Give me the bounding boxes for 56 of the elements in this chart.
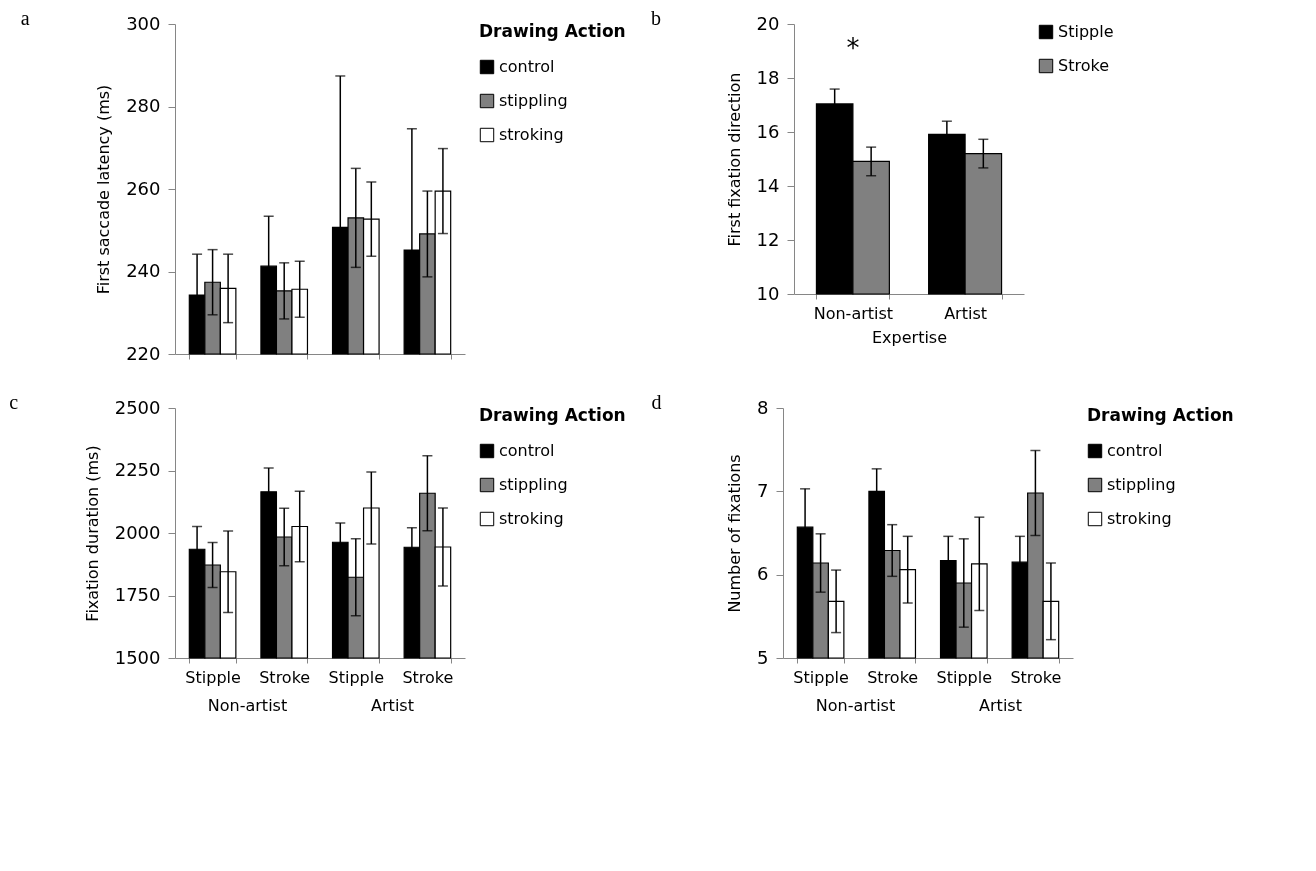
y-axis-title: First fixation direction bbox=[724, 72, 744, 247]
legend-label: Stipple bbox=[1058, 22, 1114, 41]
legend-title: Drawing Action bbox=[1087, 405, 1234, 425]
x-tick-label: Stipple bbox=[936, 667, 993, 687]
legend-label: control bbox=[499, 441, 555, 460]
x-tick-label: Stroke bbox=[1010, 667, 1062, 687]
text: Non-artist bbox=[207, 696, 288, 715]
x-axis-title: Expertise bbox=[871, 327, 948, 347]
y-tick-label: 260 bbox=[126, 177, 161, 199]
y-tick-label: 8 bbox=[757, 396, 769, 418]
legend-label: stroking bbox=[1107, 509, 1172, 528]
legend-label: stroking bbox=[499, 509, 564, 528]
x-tick-label: Stroke bbox=[867, 667, 919, 687]
y-tick-label: 220 bbox=[126, 342, 161, 364]
legend-label: stroking bbox=[499, 125, 564, 144]
y-tick-label: 2000 bbox=[114, 521, 161, 543]
y-tick-label: 280 bbox=[126, 95, 161, 116]
y-tick-label: 16 bbox=[756, 120, 780, 142]
y-tick-label: 1500 bbox=[114, 646, 161, 668]
y-tick-label: 2500 bbox=[114, 396, 161, 418]
legend-label: control bbox=[499, 57, 555, 76]
legend-label: stippling bbox=[1107, 475, 1176, 494]
text: Artist bbox=[371, 696, 414, 715]
text: Non-artist bbox=[815, 696, 896, 715]
y-tick-label: 18 bbox=[756, 66, 780, 88]
x-tick-label: Stroke bbox=[402, 667, 454, 687]
y-tick-label: 2250 bbox=[114, 459, 161, 480]
legend-label: control bbox=[1107, 441, 1163, 460]
chart-title: b bbox=[651, 7, 662, 29]
y-tick-label: 240 bbox=[126, 260, 161, 281]
y-axis-title: Fixation duration (ms) bbox=[82, 445, 102, 622]
y-tick-label: 14 bbox=[756, 174, 780, 196]
y-tick-label: 300 bbox=[126, 12, 161, 34]
annotation: * bbox=[846, 33, 860, 63]
y-tick-label: 5 bbox=[757, 646, 769, 668]
x-tick-label: Stipple bbox=[793, 667, 849, 687]
y-axis-title: First saccade latency (ms) bbox=[94, 84, 114, 295]
y-tick-label: 6 bbox=[757, 563, 769, 585]
y-axis-title: Number of fixations bbox=[725, 454, 745, 613]
y-tick-label: 7 bbox=[757, 479, 769, 501]
legend-title: Drawing Action bbox=[479, 405, 626, 425]
y-tick-label: 20 bbox=[756, 12, 780, 34]
legend-label: stippling bbox=[499, 475, 568, 494]
y-tick-label: 1750 bbox=[114, 584, 161, 605]
legend-title: Drawing Action bbox=[479, 21, 626, 41]
chart-title: d bbox=[651, 391, 662, 413]
legend-label: Stroke bbox=[1058, 56, 1109, 75]
y-tick-label: 10 bbox=[756, 282, 780, 304]
legend-label: stippling bbox=[499, 91, 568, 110]
text: Artist bbox=[979, 696, 1022, 715]
chart-title: a bbox=[20, 7, 30, 29]
x-tick-label: Stipple bbox=[185, 667, 241, 687]
x-tick-label: Stipple bbox=[328, 667, 385, 687]
text: c bbox=[9, 391, 19, 413]
y-tick-label: 12 bbox=[756, 228, 780, 250]
x-tick-label: Stroke bbox=[259, 667, 311, 687]
